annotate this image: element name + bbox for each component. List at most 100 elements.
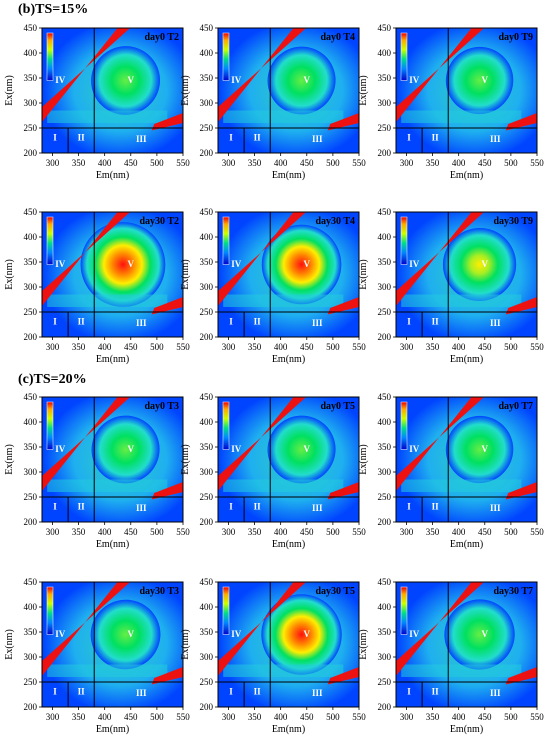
region-label: I (407, 502, 411, 512)
region-label: III (490, 688, 501, 698)
color-scale-bar (222, 216, 230, 265)
x-tick-label: 550 (352, 342, 366, 352)
x-tick-label: 550 (352, 712, 366, 722)
y-tick-label: 450 (200, 23, 214, 33)
x-axis-label: Em(nm) (450, 724, 483, 735)
y-tick-label: 350 (378, 442, 392, 452)
x-tick-label: 350 (426, 712, 440, 722)
y-tick-label: 300 (200, 467, 214, 477)
x-tick-label: 300 (400, 712, 414, 722)
region-label: II (254, 502, 262, 512)
x-tick-label: 300 (222, 342, 236, 352)
region-label: I (407, 133, 411, 143)
x-tick-label: 550 (530, 712, 544, 722)
region-label: I (229, 687, 233, 697)
color-scale-bar (400, 32, 408, 81)
region-label: V (304, 629, 311, 639)
y-axis-label: Ex(nm) (358, 259, 369, 290)
region-label: IV (55, 629, 66, 639)
y-axis-label: Ex(nm) (358, 444, 369, 475)
x-tick-label: 300 (400, 158, 414, 168)
region-label: I (53, 317, 57, 327)
x-tick-label: 400 (452, 158, 466, 168)
region-label: IV (55, 444, 66, 454)
x-tick-label: 350 (248, 527, 262, 537)
region-label: V (304, 259, 311, 269)
y-tick-label: 350 (200, 257, 214, 267)
region-label: II (254, 133, 262, 143)
y-tick-label: 400 (24, 48, 38, 58)
panel-frame (217, 581, 360, 708)
second-order-scatter (505, 297, 537, 315)
x-axis-label: Em(nm) (272, 724, 305, 735)
x-tick-label: 550 (530, 527, 544, 537)
x-tick-label: 300 (222, 527, 236, 537)
region-label: V (128, 75, 135, 85)
panel-frame (395, 396, 538, 523)
y-tick-label: 300 (378, 98, 392, 108)
y-axis-label: Ex(nm) (4, 629, 15, 660)
region-label: I (407, 687, 411, 697)
panel-frame (41, 211, 184, 338)
panel-frame (217, 396, 360, 523)
color-scale-bar (46, 401, 54, 450)
region-label: IV (409, 75, 420, 85)
x-axis-label: Em(nm) (96, 539, 129, 550)
y-tick-label: 200 (24, 517, 38, 527)
region-label: II (432, 133, 440, 143)
y-tick-label: 400 (378, 417, 392, 427)
panel-label: day30 T4 (315, 216, 355, 227)
x-axis-label: Em(nm) (450, 170, 483, 181)
x-tick-label: 400 (274, 342, 288, 352)
y-tick-label: 250 (200, 307, 214, 317)
y-tick-label: 450 (378, 577, 392, 587)
region-label: III (136, 688, 147, 698)
x-tick-label: 500 (326, 527, 340, 537)
y-tick-label: 400 (200, 48, 214, 58)
region-label: V (304, 75, 311, 85)
y-tick-label: 450 (200, 392, 214, 402)
region-label: I (53, 133, 57, 143)
x-tick-label: 400 (274, 158, 288, 168)
region-label: III (312, 318, 323, 328)
color-scale-bar (46, 586, 54, 635)
panel-label: day0 T4 (320, 32, 355, 43)
x-axis-label: Em(nm) (272, 170, 305, 181)
panel-frame (41, 581, 184, 708)
y-tick-label: 400 (200, 417, 214, 427)
region-label: II (78, 687, 86, 697)
y-tick-label: 200 (200, 148, 214, 158)
panel-frame (395, 211, 538, 338)
x-tick-label: 350 (426, 158, 440, 168)
region-label: I (229, 502, 233, 512)
x-tick-label: 450 (124, 527, 138, 537)
x-tick-label: 350 (72, 712, 86, 722)
y-tick-label: 400 (24, 417, 38, 427)
region-label: II (432, 317, 440, 327)
panel-label: day30 T3 (139, 586, 179, 597)
second-order-scatter (505, 482, 537, 500)
color-scale-bar (222, 401, 230, 450)
x-tick-label: 350 (426, 342, 440, 352)
y-tick-label: 250 (378, 677, 392, 687)
fluorescence-peak (445, 415, 514, 484)
y-tick-label: 250 (24, 307, 38, 317)
panel-label: day0 T2 (144, 32, 179, 43)
x-tick-label: 550 (530, 342, 544, 352)
y-axis-label: Ex(nm) (180, 629, 191, 660)
second-order-scatter (151, 482, 183, 500)
fluorescence-peak (442, 227, 517, 302)
region-label: III (136, 503, 147, 513)
region-label: III (490, 134, 501, 144)
x-tick-label: 550 (352, 527, 366, 537)
y-tick-label: 450 (200, 577, 214, 587)
region-label: IV (231, 75, 242, 85)
y-tick-label: 350 (24, 442, 38, 452)
panel-frame (395, 27, 538, 154)
second-order-scatter (151, 113, 183, 131)
region-label: III (490, 503, 501, 513)
region-label: V (482, 259, 489, 269)
